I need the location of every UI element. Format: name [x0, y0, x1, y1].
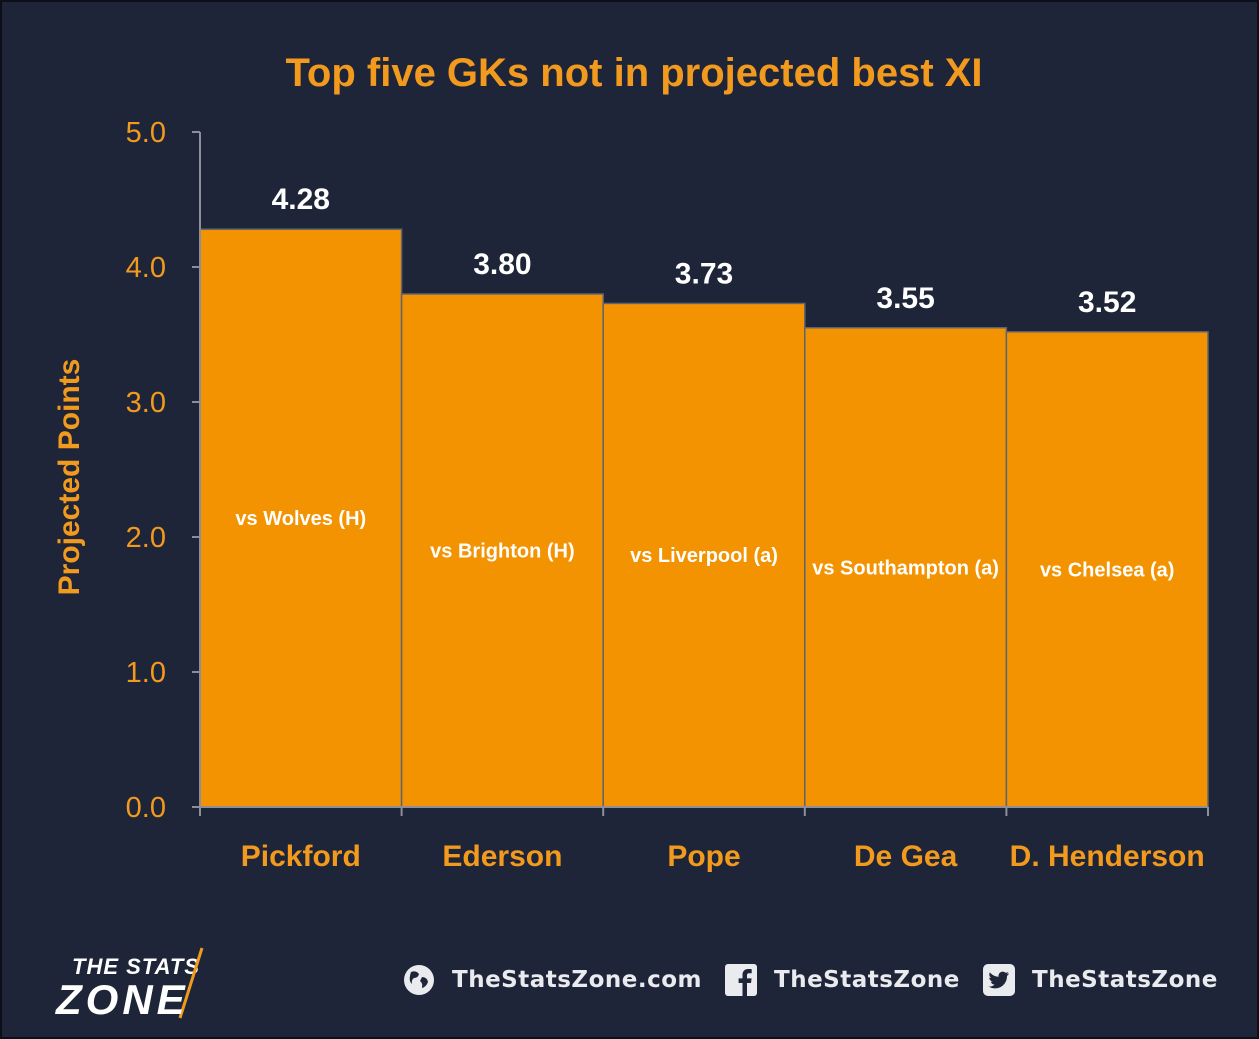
bars: 4.28 vs Wolves (H) 3.80 vs Brighton (H) 3.73…: [199, 183, 1209, 808]
y-tick-label: 0.0: [126, 792, 166, 824]
x-tick-label: Pickford: [241, 840, 361, 873]
chart-title: Top five GKs not in projected best XI: [285, 51, 982, 95]
y-tick-label: 2.0: [126, 522, 166, 554]
twitter-icon: [983, 964, 1015, 996]
x-tick-label: Pope: [667, 840, 740, 873]
y-tick-label: 1.0: [126, 657, 166, 689]
twitter-link[interactable]: TheStatsZone: [982, 962, 1218, 998]
data-label: 4.28: [272, 183, 330, 216]
facebook-link[interactable]: TheStatsZone: [724, 962, 960, 998]
website-link[interactable]: TheStatsZone.com: [402, 962, 702, 998]
data-label: 3.52: [1078, 286, 1136, 319]
svg-text:ZONE: ZONE: [55, 976, 189, 1023]
bar-chart: Top five GKs not in projected best XI Pr…: [53, 51, 1209, 873]
bar: [804, 327, 1008, 808]
bar: [602, 302, 806, 808]
bar-annotation: vs Chelsea (a): [1040, 559, 1175, 581]
x-tick-label: Ederson: [442, 840, 562, 873]
the-stats-zone-logo: THE STATS ZONE: [55, 947, 204, 1023]
footer: THE STATS ZONE TheStatsZone.com TheStats…: [2, 932, 1257, 1032]
website-text: TheStatsZone.com: [452, 967, 703, 993]
y-axis-label: Projected Points: [53, 359, 86, 596]
y-tick-label: 4.0: [126, 252, 166, 284]
bar-annotation: vs Liverpool (a): [630, 545, 778, 567]
svg-text:THE STATS: THE STATS: [72, 954, 200, 979]
data-label: 3.80: [473, 248, 531, 281]
globe-icon: [404, 965, 434, 995]
x-tick-label: De Gea: [854, 840, 958, 873]
data-label: 3.73: [675, 257, 733, 290]
x-axis-categories: Pickford Ederson Pope De Gea D. Henderson: [241, 840, 1205, 873]
bar: [400, 293, 604, 808]
y-axis-ticks: 0.0 1.0 2.0 3.0 4.0 5.0: [126, 117, 166, 824]
bar: [1005, 331, 1209, 808]
bar-annotation: vs Brighton (H): [430, 541, 574, 563]
facebook-text: TheStatsZone: [774, 967, 960, 993]
bar-annotation: vs Wolves (H): [235, 508, 366, 530]
bar: [199, 228, 403, 808]
axes: [192, 131, 1209, 816]
y-tick-label: 3.0: [126, 387, 166, 419]
x-tick-label: D. Henderson: [1010, 840, 1205, 873]
bar-annotation: vs Southampton (a): [812, 557, 999, 579]
facebook-icon: [725, 964, 757, 996]
y-tick-label: 5.0: [126, 117, 166, 149]
data-label: 3.55: [876, 282, 934, 315]
twitter-text: TheStatsZone: [1032, 967, 1218, 993]
